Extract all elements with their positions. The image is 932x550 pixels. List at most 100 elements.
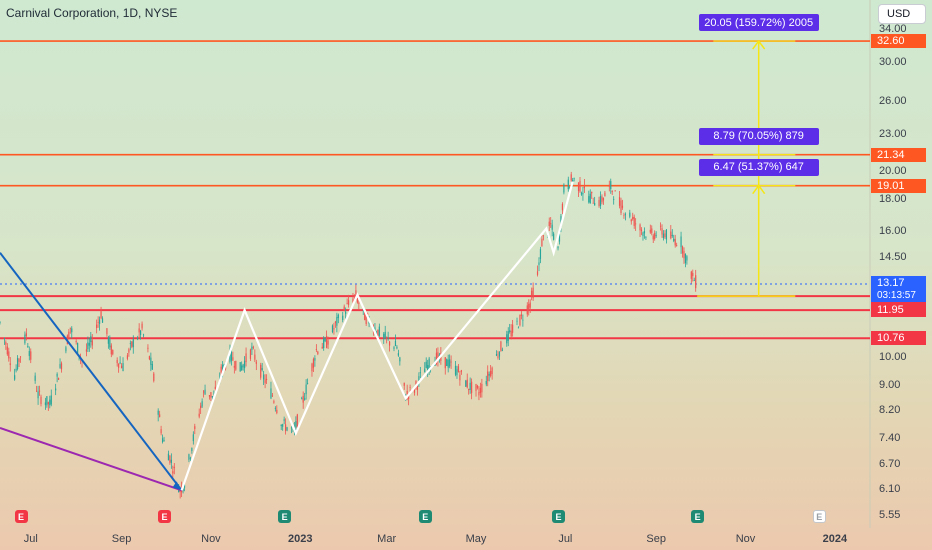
candle-body bbox=[201, 401, 203, 407]
candle-body bbox=[120, 365, 123, 369]
candle-body bbox=[460, 370, 462, 372]
candle-body bbox=[520, 314, 523, 316]
candle-body bbox=[602, 197, 605, 201]
candle-body bbox=[315, 349, 317, 350]
candle-body bbox=[633, 216, 635, 226]
candle-body bbox=[623, 215, 625, 217]
currency-button[interactable]: USD bbox=[878, 4, 926, 24]
candle-body bbox=[18, 358, 20, 362]
candle-body bbox=[517, 327, 520, 329]
candle-body bbox=[260, 364, 262, 378]
candle-body bbox=[415, 381, 417, 385]
candle-body bbox=[664, 233, 666, 237]
level-label-10.76: 10.76 bbox=[871, 331, 926, 346]
candle-body bbox=[245, 353, 247, 362]
candle-body bbox=[450, 361, 452, 363]
candle-body bbox=[305, 384, 307, 395]
candle-body bbox=[301, 398, 303, 400]
chart-title[interactable]: Carnival Corporation, 1D, NYSE bbox=[6, 6, 178, 20]
candle-body bbox=[57, 378, 60, 380]
x-tick-label: 2023 bbox=[288, 533, 313, 545]
candle-body bbox=[406, 390, 408, 395]
candle-body bbox=[314, 358, 316, 361]
candle-body bbox=[491, 367, 493, 375]
candle-body bbox=[386, 336, 388, 338]
candle-body bbox=[271, 395, 274, 397]
candle-body bbox=[6, 346, 8, 355]
y-tick-label: 6.10 bbox=[879, 483, 901, 496]
level-label-11.95: 11.95 bbox=[871, 303, 926, 318]
candle-body bbox=[157, 410, 159, 415]
candle-body bbox=[519, 315, 521, 326]
candle-body bbox=[148, 356, 150, 360]
candle-body bbox=[561, 204, 564, 211]
candle-body bbox=[337, 314, 339, 319]
candle-body bbox=[475, 384, 477, 391]
candle-body bbox=[210, 392, 212, 398]
candle-body bbox=[333, 328, 335, 330]
x-tick-label: Nov bbox=[201, 533, 221, 545]
candle-body bbox=[140, 330, 142, 335]
candle-body bbox=[167, 453, 170, 461]
candle-body bbox=[49, 399, 51, 406]
candle-body bbox=[639, 224, 641, 231]
candle-body bbox=[383, 333, 385, 338]
trend-line-2 bbox=[0, 426, 182, 492]
candle-body bbox=[510, 330, 512, 337]
candle-body bbox=[569, 186, 571, 190]
candle-body bbox=[388, 341, 391, 346]
candle-body bbox=[649, 229, 651, 233]
candle-body bbox=[635, 223, 637, 225]
candle-body bbox=[336, 317, 338, 326]
candle-body bbox=[47, 402, 49, 405]
candle-body bbox=[611, 190, 613, 192]
candle-body bbox=[15, 368, 17, 371]
candle-body bbox=[427, 364, 429, 373]
candle-body bbox=[191, 448, 193, 451]
candle-body bbox=[651, 228, 653, 233]
candle-body bbox=[553, 233, 555, 240]
candle-body bbox=[374, 327, 376, 332]
candle-body bbox=[276, 409, 278, 414]
candle-body bbox=[447, 359, 449, 368]
candle-body bbox=[208, 395, 211, 397]
candle-body bbox=[347, 300, 350, 305]
candle-body bbox=[476, 385, 479, 388]
candle-body bbox=[60, 363, 63, 370]
candle-body bbox=[444, 357, 446, 369]
candle-body bbox=[59, 364, 61, 368]
candle-body bbox=[425, 361, 427, 368]
candle-body bbox=[610, 181, 612, 190]
measure-label-1: 20.05 (159.72%) 2005 bbox=[698, 14, 819, 32]
earnings-icon: E bbox=[691, 510, 705, 523]
candle-body bbox=[5, 342, 7, 345]
earnings-icon: E bbox=[158, 510, 172, 523]
candle-body bbox=[142, 334, 145, 336]
candle-body bbox=[573, 178, 575, 180]
candle-body bbox=[454, 365, 457, 375]
candle-body bbox=[126, 355, 129, 359]
candle-body bbox=[65, 347, 67, 352]
candle-body bbox=[548, 221, 550, 227]
candle-body bbox=[591, 191, 593, 194]
candle-body bbox=[459, 374, 461, 381]
candle-body bbox=[693, 280, 695, 282]
y-tick-label: 9.00 bbox=[879, 379, 901, 392]
candle-body bbox=[90, 336, 92, 343]
candle-body bbox=[346, 303, 348, 304]
candle-body bbox=[254, 354, 256, 360]
candle-body bbox=[654, 232, 656, 239]
y-tick-label: 14.50 bbox=[879, 251, 907, 264]
candle-body bbox=[27, 346, 29, 348]
candle-body bbox=[643, 231, 646, 234]
candle-body bbox=[620, 200, 622, 214]
candle-body bbox=[173, 466, 175, 469]
level-label-19.01: 19.01 bbox=[871, 178, 926, 193]
candle-body bbox=[75, 341, 77, 343]
y-tick-label: 16.00 bbox=[879, 224, 907, 237]
candle-body bbox=[394, 340, 397, 347]
candle-body bbox=[239, 362, 241, 372]
candle-body bbox=[270, 388, 272, 399]
x-tick-label: Mar bbox=[377, 533, 397, 545]
